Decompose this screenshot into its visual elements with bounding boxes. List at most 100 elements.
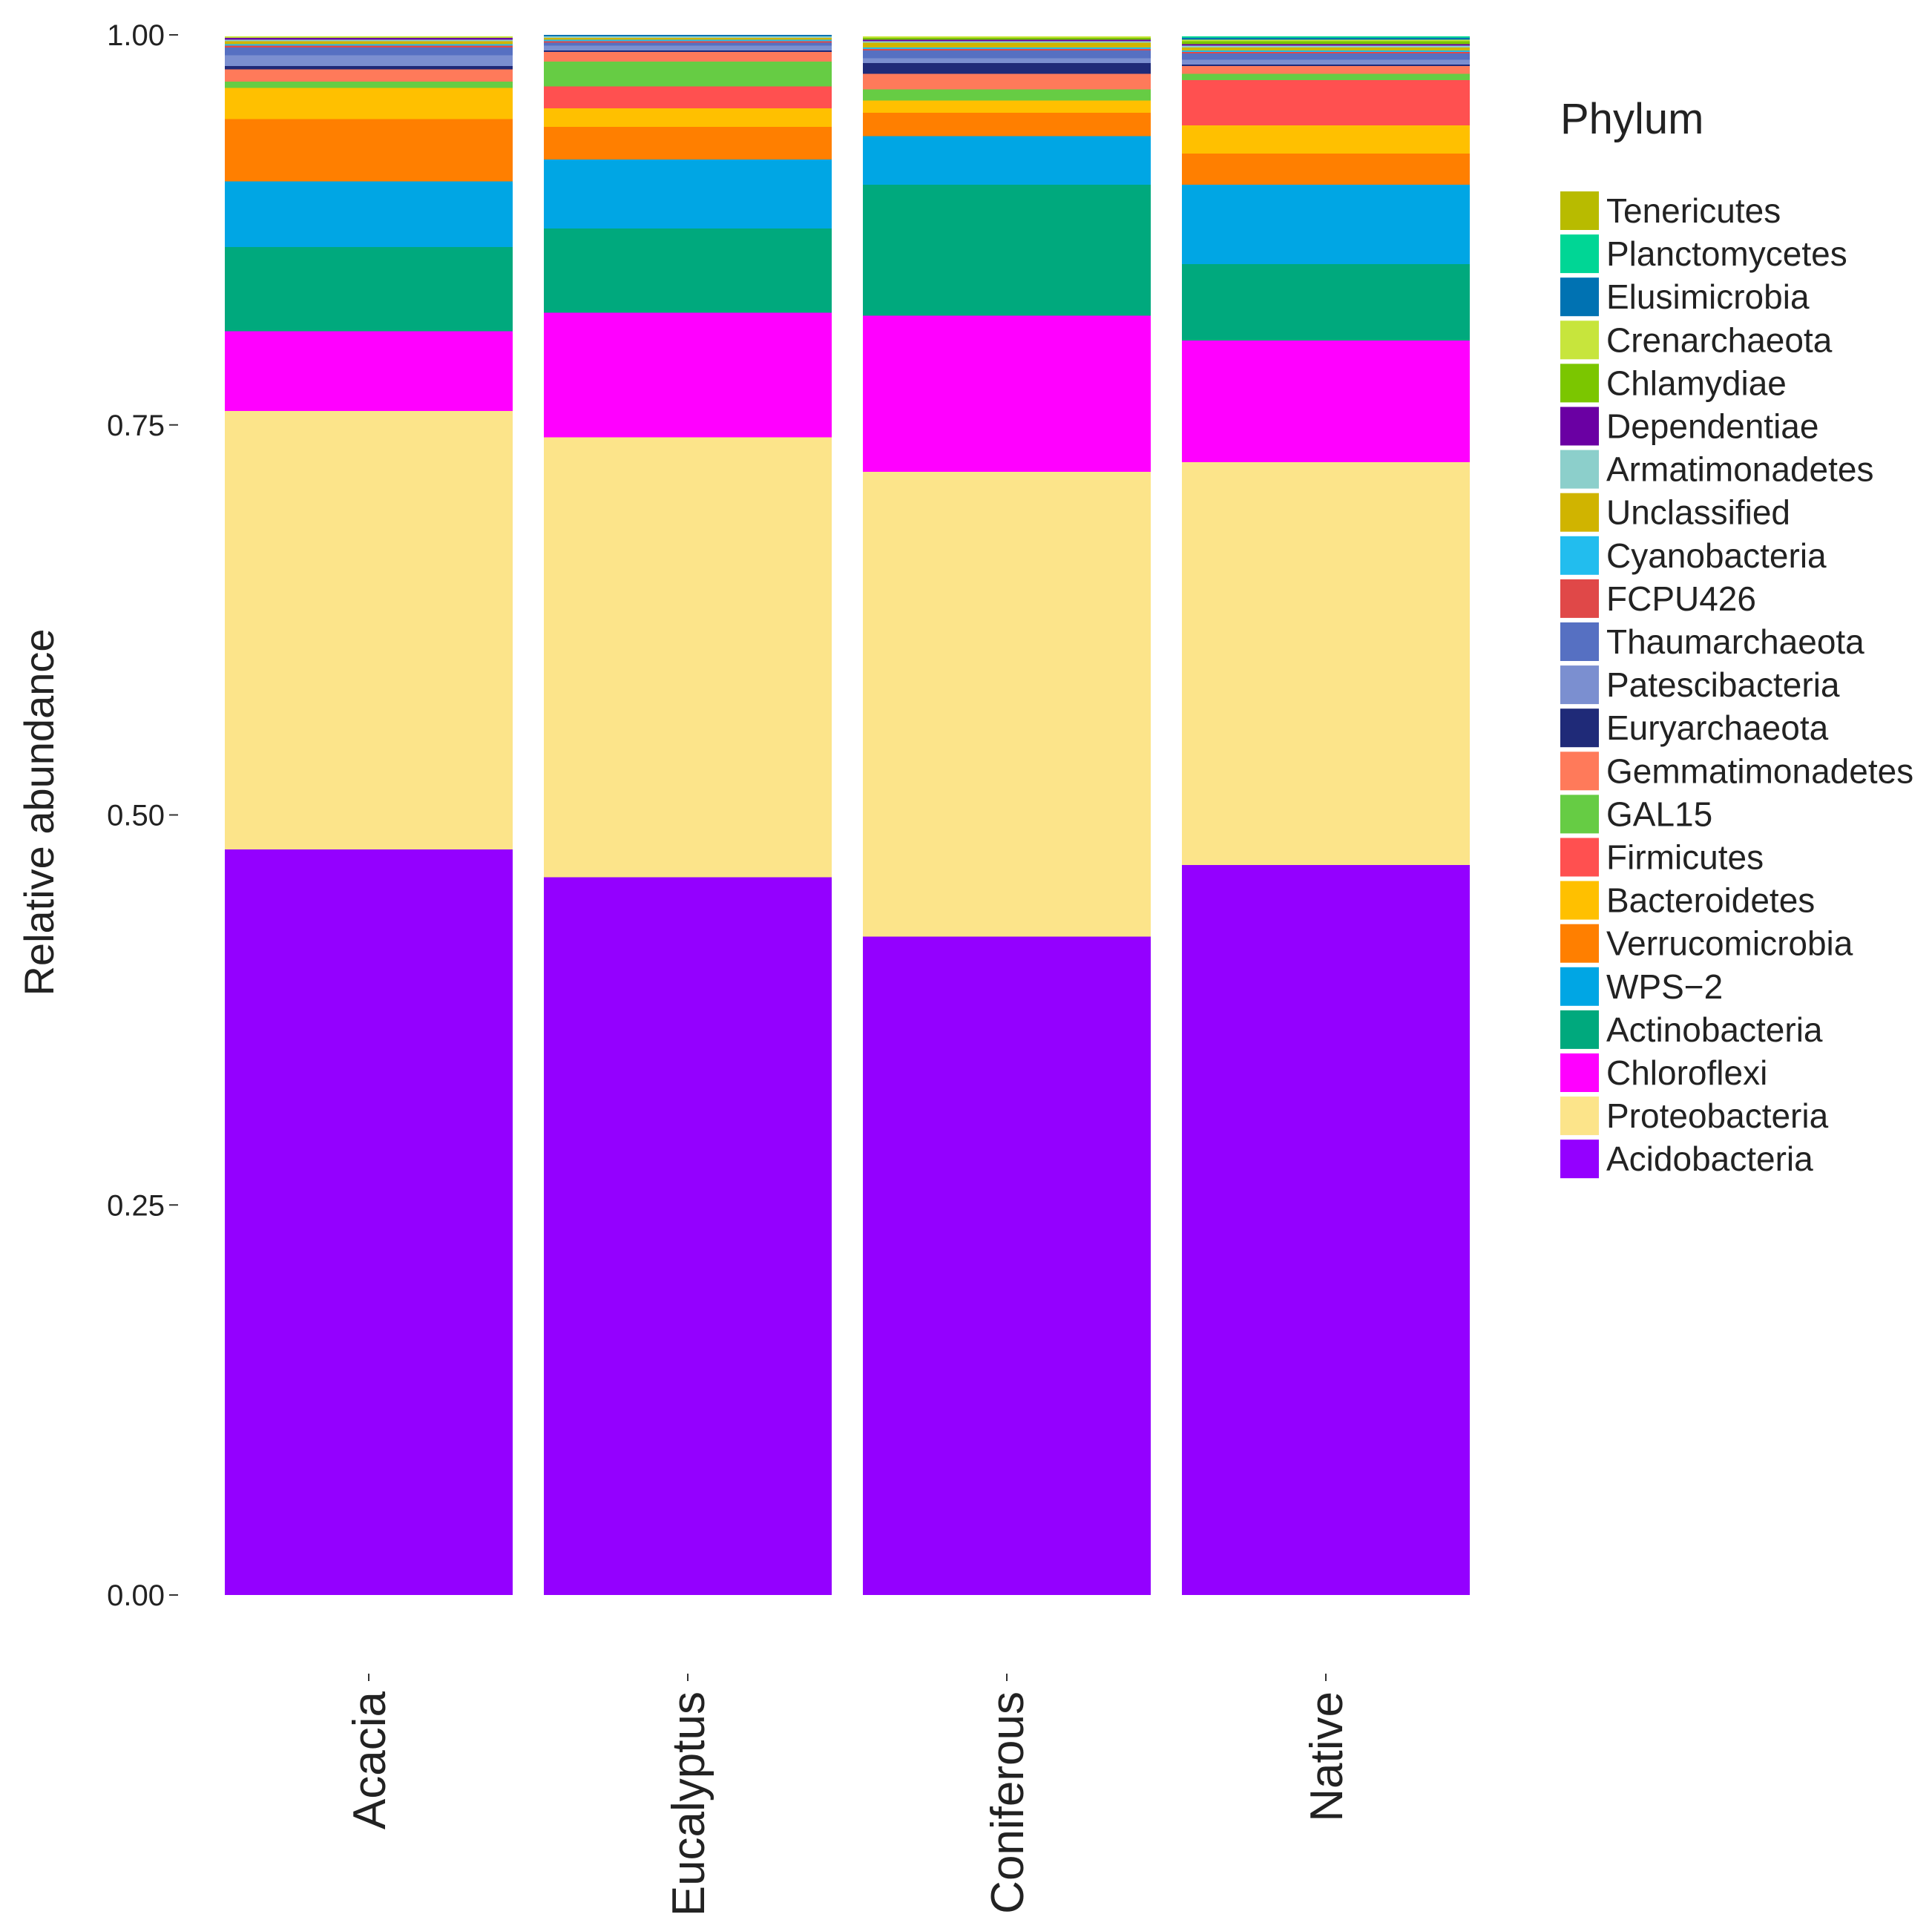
- x-tick-label-eucalyptus: Eucalyptus: [663, 1691, 714, 1914]
- bar-segment-acacia-fcpu426: [225, 45, 513, 47]
- bar-segment-native-verrucomicrobia: [1182, 153, 1470, 185]
- x-tick-label-coniferous: Coniferous: [982, 1691, 1034, 1914]
- legend-item: Crenarchaeota: [1560, 320, 1833, 360]
- bar-segment-coniferous-wps-2: [863, 136, 1151, 185]
- bar-segment-native-actinobacteria: [1182, 264, 1470, 341]
- y-axis: 0.00 0.25 0.50 0.75 1.00: [107, 19, 178, 1612]
- bar-segment-acacia-gal15: [225, 82, 513, 88]
- legend-key: [1560, 967, 1599, 1006]
- legend-key: [1560, 579, 1599, 618]
- bar-segment-native-crenarchaeota: [1182, 39, 1470, 42]
- bar-segment-native-cyanobacteria: [1182, 50, 1470, 53]
- legend-key: [1560, 234, 1599, 274]
- legend-label: Proteobacteria: [1606, 1096, 1829, 1135]
- bar-segment-coniferous-actinobacteria: [863, 184, 1151, 316]
- bar-segment-native-wps-2: [1182, 184, 1470, 265]
- bar-segment-eucalyptus-proteobacteria: [544, 437, 832, 878]
- bar-segment-eucalyptus-cyanobacteria: [544, 39, 832, 42]
- legend-key: [1560, 665, 1599, 705]
- x-tick-label-acacia: Acacia: [344, 1691, 395, 1829]
- bar-segment-coniferous-dependentiae: [863, 39, 1151, 42]
- legend-item: Elusimicrobia: [1560, 277, 1810, 317]
- bar-segment-coniferous-thaumarchaeota: [863, 50, 1151, 59]
- bar-segment-coniferous-gemmatimonadetes: [863, 73, 1151, 90]
- bar-segment-native-bacteroidetes: [1182, 125, 1470, 154]
- bar-segment-native-dependentiae: [1182, 44, 1470, 46]
- bar-stack-acacia: [225, 36, 513, 1595]
- legend-item: Armatimonadetes: [1560, 450, 1874, 489]
- legend-label: Tenericutes: [1606, 191, 1781, 230]
- bar-segment-acacia-proteobacteria: [225, 410, 513, 849]
- legend-item: Gemmatimonadetes: [1560, 752, 1913, 791]
- legend-item: Proteobacteria: [1560, 1096, 1829, 1136]
- legend-item: Chloroflexi: [1560, 1053, 1767, 1092]
- legend-item: Acidobacteria: [1560, 1139, 1813, 1179]
- y-tick-label: 0.25: [107, 1189, 165, 1222]
- legend-label: Dependentiae: [1606, 407, 1818, 446]
- bar-segment-native-gal15: [1182, 73, 1470, 80]
- legend-label: Cyanobacteria: [1606, 536, 1827, 575]
- legend-item: WPS−2: [1560, 967, 1723, 1006]
- legend-label: Bacteroidetes: [1606, 881, 1815, 920]
- bar-segment-coniferous-verrucomicrobia: [863, 113, 1151, 137]
- legend-label: Chlamydiae: [1606, 364, 1787, 402]
- bar-segment-acacia-cyanobacteria: [225, 44, 513, 46]
- legend-key: [1560, 795, 1599, 834]
- bar-segment-native-euryarchaeota: [1182, 64, 1470, 67]
- y-tick-label: 0.50: [107, 800, 165, 832]
- legend-key: [1560, 1139, 1599, 1179]
- legend-key: [1560, 493, 1599, 532]
- bar-segment-coniferous-chloroflexi: [863, 315, 1151, 472]
- legend: Phylum Tenericutes Planctomycetes Elusimic…: [1560, 95, 1913, 1179]
- legend-item: Thaumarchaeota: [1560, 622, 1864, 661]
- legend-label: Verrucomicrobia: [1606, 924, 1853, 963]
- bar-segment-acacia-actinobacteria: [225, 247, 513, 332]
- bar-segment-acacia-unclassified: [225, 41, 513, 45]
- bar-segment-coniferous-bacteroidetes: [863, 100, 1151, 114]
- bar-stack-coniferous: [863, 36, 1151, 1595]
- bar-segment-coniferous-fcpu426: [863, 48, 1151, 51]
- bar-segment-acacia-wps-2: [225, 181, 513, 248]
- bar-segment-acacia-acidobacteria: [225, 849, 513, 1595]
- bar-segment-coniferous-unclassified: [863, 42, 1151, 47]
- x-axis: Acacia Eucalyptus Coniferous Native: [344, 1674, 1353, 1914]
- legend-key: [1560, 277, 1599, 317]
- legend-label: Crenarchaeota: [1606, 320, 1833, 359]
- legend-item: Firmicutes: [1560, 838, 1764, 877]
- y-tick-label: 0.00: [107, 1579, 165, 1612]
- bar-stack-eucalyptus: [544, 35, 832, 1595]
- bar-segment-acacia-dependentiae: [225, 38, 513, 40]
- legend-key: [1560, 752, 1599, 791]
- legend-key: [1560, 924, 1599, 963]
- legend-item: Planctomycetes: [1560, 234, 1847, 274]
- legend-label: Firmicutes: [1606, 838, 1764, 877]
- bar-segment-eucalyptus-armatimonadetes: [544, 36, 832, 39]
- legend-label: Planctomycetes: [1606, 234, 1847, 273]
- bar-segment-native-acidobacteria: [1182, 864, 1470, 1595]
- bar-segment-acacia-crenarchaeota: [225, 36, 513, 39]
- y-tick-label: 1.00: [107, 19, 165, 52]
- bar-segment-coniferous-proteobacteria: [863, 471, 1151, 937]
- legend-item: Verrucomicrobia: [1560, 924, 1853, 963]
- bar-segment-native-gemmatimonadetes: [1182, 66, 1470, 74]
- legend-label: Unclassified: [1606, 493, 1790, 532]
- bar-segment-eucalyptus-unclassified: [544, 38, 832, 40]
- bar-segment-native-chlamydiae: [1182, 41, 1470, 45]
- legend-label: Chloroflexi: [1606, 1053, 1767, 1092]
- y-tick-label: 0.75: [107, 410, 165, 442]
- legend-item: Patescibacteria: [1560, 665, 1840, 705]
- legend-key: [1560, 364, 1599, 403]
- legend-item: Actinobacteria: [1560, 1010, 1823, 1049]
- legend-key: [1560, 450, 1599, 489]
- bar-segment-native-proteobacteria: [1182, 462, 1470, 865]
- bar-segment-eucalyptus-gal15: [544, 61, 832, 87]
- bar-segment-acacia-patescibacteria: [225, 55, 513, 67]
- bar-segment-native-elusimicrobia: [1182, 38, 1470, 40]
- bar-segment-eucalyptus-bacteroidetes: [544, 108, 832, 128]
- legend-title: Phylum: [1560, 95, 1703, 143]
- bars: [225, 35, 1470, 1595]
- legend-item: Cyanobacteria: [1560, 536, 1827, 575]
- bar-segment-acacia-gemmatimonadetes: [225, 69, 513, 82]
- legend-key: [1560, 1010, 1599, 1049]
- x-tick-label-native: Native: [1301, 1691, 1353, 1822]
